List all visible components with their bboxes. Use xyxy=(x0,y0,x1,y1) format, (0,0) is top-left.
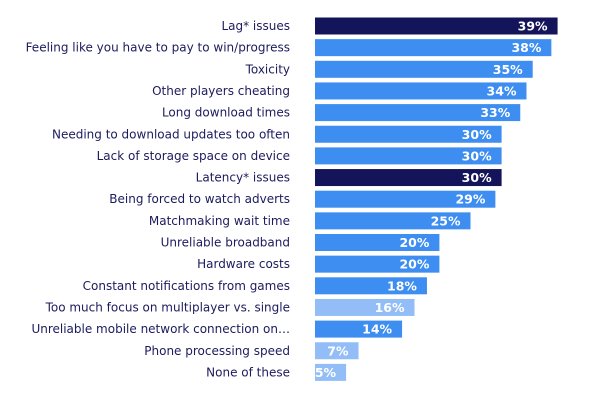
category-label: Too much focus on multiplayer vs. single xyxy=(45,300,290,314)
category-label: Unreliable broadband xyxy=(161,236,290,250)
bar xyxy=(315,39,552,57)
category-label: Being forced to watch adverts xyxy=(109,192,290,206)
category-label: Other players cheating xyxy=(152,84,290,98)
bar xyxy=(315,82,527,100)
category-label: Hardware costs xyxy=(197,257,290,271)
value-label: 20% xyxy=(399,235,429,250)
category-label: Long download times xyxy=(162,106,290,120)
bar xyxy=(315,125,502,143)
category-label: Feeling like you have to pay to win/prog… xyxy=(26,41,290,55)
bar xyxy=(315,298,415,316)
bar xyxy=(315,342,359,360)
value-label: 30% xyxy=(462,148,492,163)
category-label: None of these xyxy=(206,365,290,379)
category-label: Matchmaking wait time xyxy=(149,214,290,228)
category-label: Needing to download updates too often xyxy=(52,127,290,141)
value-label: 20% xyxy=(399,257,429,272)
value-label: 39% xyxy=(518,19,548,34)
category-label: Phone processing speed xyxy=(144,344,290,358)
bar xyxy=(315,169,502,187)
bar xyxy=(315,363,347,381)
bar xyxy=(315,212,471,230)
value-label: 30% xyxy=(462,127,492,142)
bar xyxy=(315,320,403,338)
bar xyxy=(315,190,496,208)
bar xyxy=(315,147,502,165)
value-label: 7% xyxy=(327,343,349,358)
value-label: 14% xyxy=(362,322,392,337)
value-label: 34% xyxy=(487,83,517,98)
value-label: 18% xyxy=(387,278,417,293)
category-label: Unreliable mobile network connection on… xyxy=(31,322,290,336)
category-label: Latency* issues xyxy=(196,171,290,185)
category-label: Constant notifications from games xyxy=(83,279,290,293)
value-label: 29% xyxy=(455,192,485,207)
bar xyxy=(315,60,533,78)
value-label: 30% xyxy=(462,170,492,185)
value-label: 5% xyxy=(315,365,337,380)
bar xyxy=(315,234,440,251)
value-label: 16% xyxy=(375,300,405,315)
category-label: Lack of storage space on device xyxy=(97,149,290,163)
bar xyxy=(315,255,440,273)
category-label: Lag* issues xyxy=(221,19,290,33)
bar xyxy=(315,277,427,295)
bar xyxy=(315,104,521,122)
bar xyxy=(315,17,558,35)
value-label: 25% xyxy=(431,213,461,228)
category-label: Toxicity xyxy=(245,62,290,76)
value-label: 33% xyxy=(480,105,510,120)
value-label: 38% xyxy=(511,40,541,55)
value-label: 35% xyxy=(493,62,523,77)
